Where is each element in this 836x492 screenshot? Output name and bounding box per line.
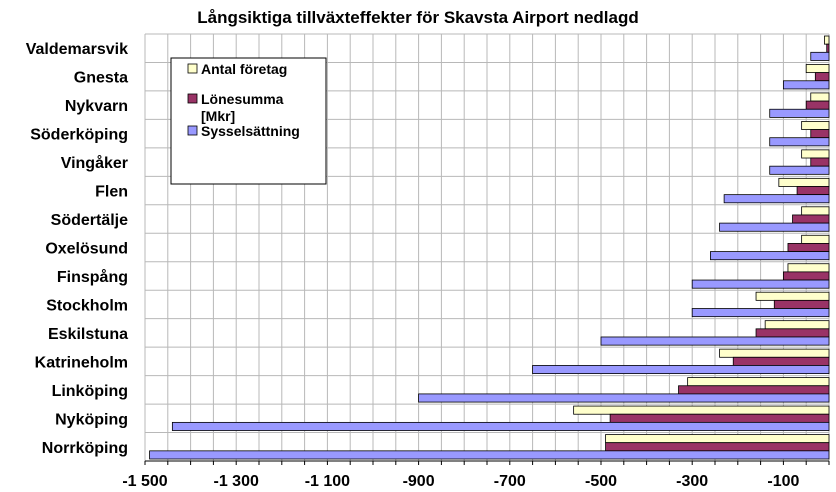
legend-swatch-foretag <box>187 63 198 74</box>
bar-foretag <box>764 320 830 330</box>
bar-foretag <box>801 234 830 244</box>
legend-swatch-sysselsattning <box>187 125 198 136</box>
bar-sysselsattning <box>532 365 830 375</box>
chart-title: Långsiktiga tillväxteffekter för Skavsta… <box>197 8 639 27</box>
x-tick-label: -1 300 <box>214 473 259 490</box>
bar-sysselsattning <box>600 336 830 346</box>
category-label: Nykvarn <box>65 98 128 115</box>
category-label: Valdemarsvik <box>26 41 128 58</box>
category-label: Norrköping <box>42 440 128 457</box>
bar-sysselsattning <box>149 450 830 460</box>
bar-lonesumma <box>605 442 830 452</box>
bar-sysselsattning <box>418 393 830 403</box>
bar-lonesumma <box>814 72 830 82</box>
bar-sysselsattning <box>171 421 830 431</box>
bar-lonesumma <box>783 271 830 281</box>
x-tick-label: -100 <box>767 473 799 490</box>
category-label: Nyköping <box>55 411 128 428</box>
bars-layer <box>149 35 830 460</box>
bar-foretag <box>801 206 830 216</box>
category-label: Vingåker <box>61 154 128 172</box>
bar-lonesumma <box>810 157 830 167</box>
x-tick-label: -500 <box>585 473 617 490</box>
bar-sysselsattning <box>710 251 830 261</box>
bar-sysselsattning <box>810 51 830 61</box>
bar-lonesumma <box>826 43 830 53</box>
axis-layer: Valdemarsvik Gnesta Nykvarn Söderköping Ving… <box>26 41 830 490</box>
legend-swatch-lonesumma <box>187 93 198 104</box>
bar-lonesumma <box>792 214 830 224</box>
bar-sysselsattning <box>769 137 830 147</box>
bar-foretag <box>787 263 830 273</box>
bar-sysselsattning <box>769 108 830 118</box>
x-tick-label: -1 100 <box>305 473 350 490</box>
bar-foretag <box>687 377 830 387</box>
bar-sysselsattning <box>691 308 830 318</box>
bar-foretag <box>801 149 830 159</box>
x-tick-label: -900 <box>403 473 435 490</box>
legend-box <box>170 57 327 185</box>
bar-foretag <box>755 291 830 301</box>
category-label: Flen <box>95 184 128 201</box>
category-label: Gnesta <box>74 70 128 87</box>
legend-label: Antal företag <box>201 61 287 77</box>
bar-foretag <box>810 92 830 102</box>
category-label: Söderköping <box>30 127 128 144</box>
bar-lonesumma <box>796 186 830 196</box>
legend-label: Sysselsättning <box>201 123 300 139</box>
x-tick-label: -1 500 <box>122 473 167 490</box>
bar-foretag <box>824 35 830 45</box>
bar-foretag <box>805 64 830 74</box>
bar-lonesumma <box>805 100 830 110</box>
bar-lonesumma <box>609 413 830 423</box>
category-label: Oxelösund <box>45 241 128 258</box>
bar-foretag <box>573 405 830 415</box>
bar-foretag <box>801 121 830 130</box>
category-label: Katrineholm <box>35 354 128 371</box>
legend-label: Lönesumma [Mkr] <box>201 91 284 124</box>
category-label: Linköping <box>52 383 128 400</box>
category-label: Södertälje <box>51 212 128 229</box>
bar-lonesumma <box>732 356 830 366</box>
bar-sysselsattning <box>769 165 830 175</box>
bar-sysselsattning <box>723 194 830 204</box>
bar-lonesumma <box>678 385 830 395</box>
bar-foretag <box>719 348 830 358</box>
category-label: Eskilstuna <box>48 326 128 343</box>
bar-sysselsattning <box>719 222 830 232</box>
bar-foretag <box>605 434 830 444</box>
category-label: Finspång <box>57 268 128 286</box>
bar-lonesumma <box>787 243 830 252</box>
bar-sysselsattning <box>783 80 830 90</box>
category-label: Stockholm <box>46 297 128 314</box>
x-tick-label: -300 <box>676 473 708 490</box>
x-tick-label: -700 <box>494 473 526 490</box>
bar-lonesumma <box>810 129 830 139</box>
bar-sysselsattning <box>691 279 830 289</box>
bar-lonesumma <box>755 328 830 338</box>
bar-lonesumma <box>773 299 830 309</box>
bar-foretag <box>778 177 830 187</box>
legend: Antal företag Lönesumma [Mkr]Sysselsättnin… <box>170 57 327 185</box>
